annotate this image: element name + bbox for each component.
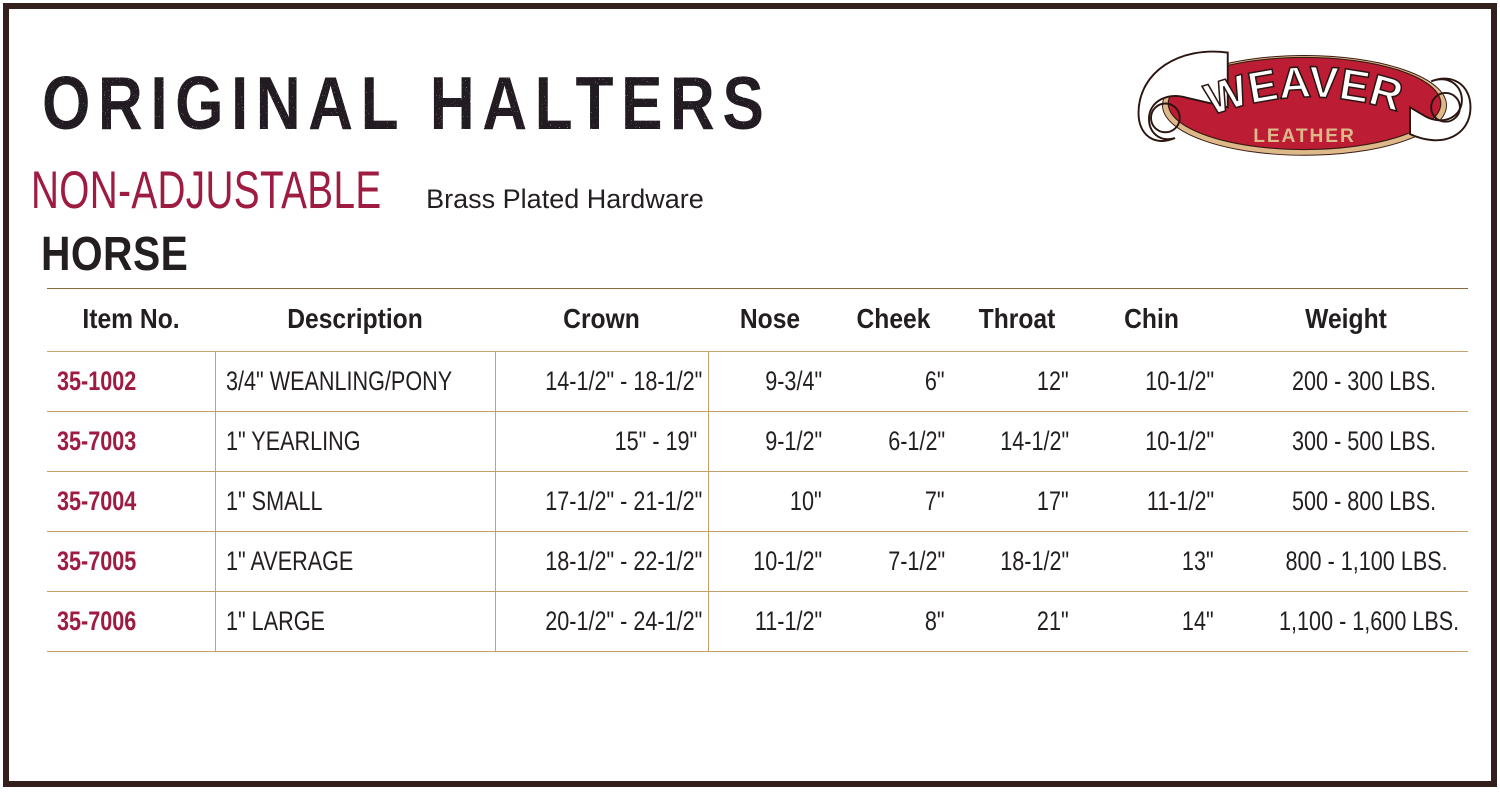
svg-text:LEATHER: LEATHER	[1253, 126, 1356, 147]
